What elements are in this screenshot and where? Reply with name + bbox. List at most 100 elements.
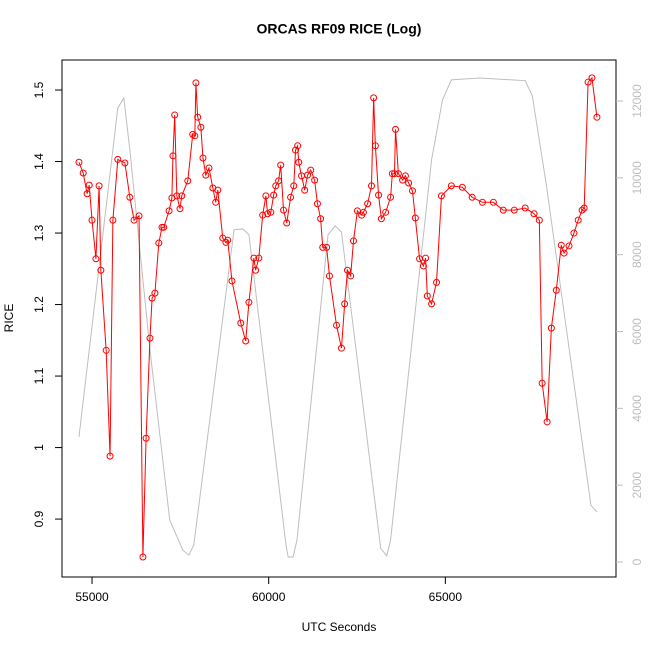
data-point xyxy=(146,334,154,342)
data-point xyxy=(83,190,91,198)
data-point xyxy=(292,146,300,154)
data-point xyxy=(588,74,596,82)
data-point xyxy=(560,249,568,257)
data-point xyxy=(538,379,546,387)
data-point xyxy=(252,266,260,274)
data-point xyxy=(264,210,272,218)
data-point xyxy=(301,186,309,194)
data-point xyxy=(580,204,588,212)
data-point xyxy=(390,170,398,178)
data-point xyxy=(97,266,105,274)
data-point xyxy=(364,200,372,208)
data-point xyxy=(368,182,376,190)
data-point xyxy=(570,229,578,237)
data-point xyxy=(79,169,87,177)
data-point xyxy=(126,193,134,201)
data-point xyxy=(510,206,518,214)
y2-tick-label: 4000 xyxy=(630,395,644,422)
data-point xyxy=(176,205,184,213)
y-axis-label: RICE xyxy=(2,304,16,333)
y-tick-label: 1 xyxy=(32,444,46,451)
data-point xyxy=(478,198,486,206)
data-point xyxy=(341,300,349,308)
data-point xyxy=(343,266,351,274)
data-point xyxy=(191,132,199,140)
data-point xyxy=(205,164,213,172)
data-point xyxy=(85,181,93,189)
data-point xyxy=(109,216,117,224)
data-point xyxy=(214,186,222,194)
y2-tick-label: 0 xyxy=(630,558,644,565)
data-point xyxy=(447,182,455,190)
data-point xyxy=(287,193,295,201)
y2-tick-label: 12000 xyxy=(630,84,644,118)
plot-frame xyxy=(61,59,617,578)
data-point xyxy=(290,182,298,190)
data-point xyxy=(222,238,230,246)
data-point xyxy=(578,206,586,214)
data-point xyxy=(423,292,431,300)
data-point xyxy=(202,171,210,179)
y-tick-label: 0.9 xyxy=(32,510,46,527)
data-point xyxy=(543,418,551,426)
data-point xyxy=(382,208,390,216)
data-point xyxy=(259,211,267,219)
x-tick-label: 55000 xyxy=(75,590,109,604)
series-line xyxy=(78,76,598,557)
data-point xyxy=(408,187,416,195)
data-point xyxy=(171,111,179,119)
series-line xyxy=(78,77,598,558)
data-point xyxy=(319,243,327,251)
data-point xyxy=(311,176,319,184)
data-point xyxy=(75,158,83,166)
data-point xyxy=(160,223,168,231)
data-point xyxy=(304,171,312,179)
data-point xyxy=(224,236,232,244)
data-point xyxy=(535,216,543,224)
data-point xyxy=(267,208,275,216)
data-point xyxy=(135,212,143,220)
data-point xyxy=(242,337,250,345)
data-point xyxy=(419,262,427,270)
data-point xyxy=(121,159,129,167)
data-point xyxy=(114,155,122,163)
data-point xyxy=(313,200,321,208)
data-point xyxy=(95,182,103,190)
data-point xyxy=(307,166,315,174)
x-tick-label: 60000 xyxy=(252,590,286,604)
data-point xyxy=(250,254,258,262)
data-point xyxy=(262,192,270,200)
data-point xyxy=(347,272,355,280)
data-point xyxy=(283,219,291,227)
data-point xyxy=(178,192,186,200)
data-point xyxy=(337,344,345,352)
data-point xyxy=(130,216,138,224)
data-point xyxy=(325,272,333,280)
data-point xyxy=(275,177,283,185)
y-tick-label: 1.3 xyxy=(32,224,46,241)
data-point xyxy=(377,215,385,223)
data-point xyxy=(142,434,150,442)
data-point xyxy=(245,298,253,306)
y2-tick-label: 10000 xyxy=(630,161,644,195)
data-point xyxy=(375,191,383,199)
data-point xyxy=(295,158,303,166)
chart-title: ORCAS RF09 RICE (Log) xyxy=(257,21,422,37)
data-point xyxy=(574,216,582,224)
data-point xyxy=(433,278,441,286)
data-point xyxy=(392,125,400,133)
data-point xyxy=(197,123,205,131)
y2-tick-label: 2000 xyxy=(630,472,644,499)
data-point xyxy=(106,452,114,460)
data-point xyxy=(359,208,367,216)
data-point xyxy=(277,161,285,169)
data-point xyxy=(405,179,413,187)
data-point xyxy=(499,206,507,214)
data-point xyxy=(194,113,202,121)
data-point xyxy=(428,300,436,308)
data-point xyxy=(593,113,601,121)
data-point xyxy=(192,79,200,87)
y-tick-label: 1.4 xyxy=(32,153,46,170)
data-point xyxy=(371,142,379,150)
